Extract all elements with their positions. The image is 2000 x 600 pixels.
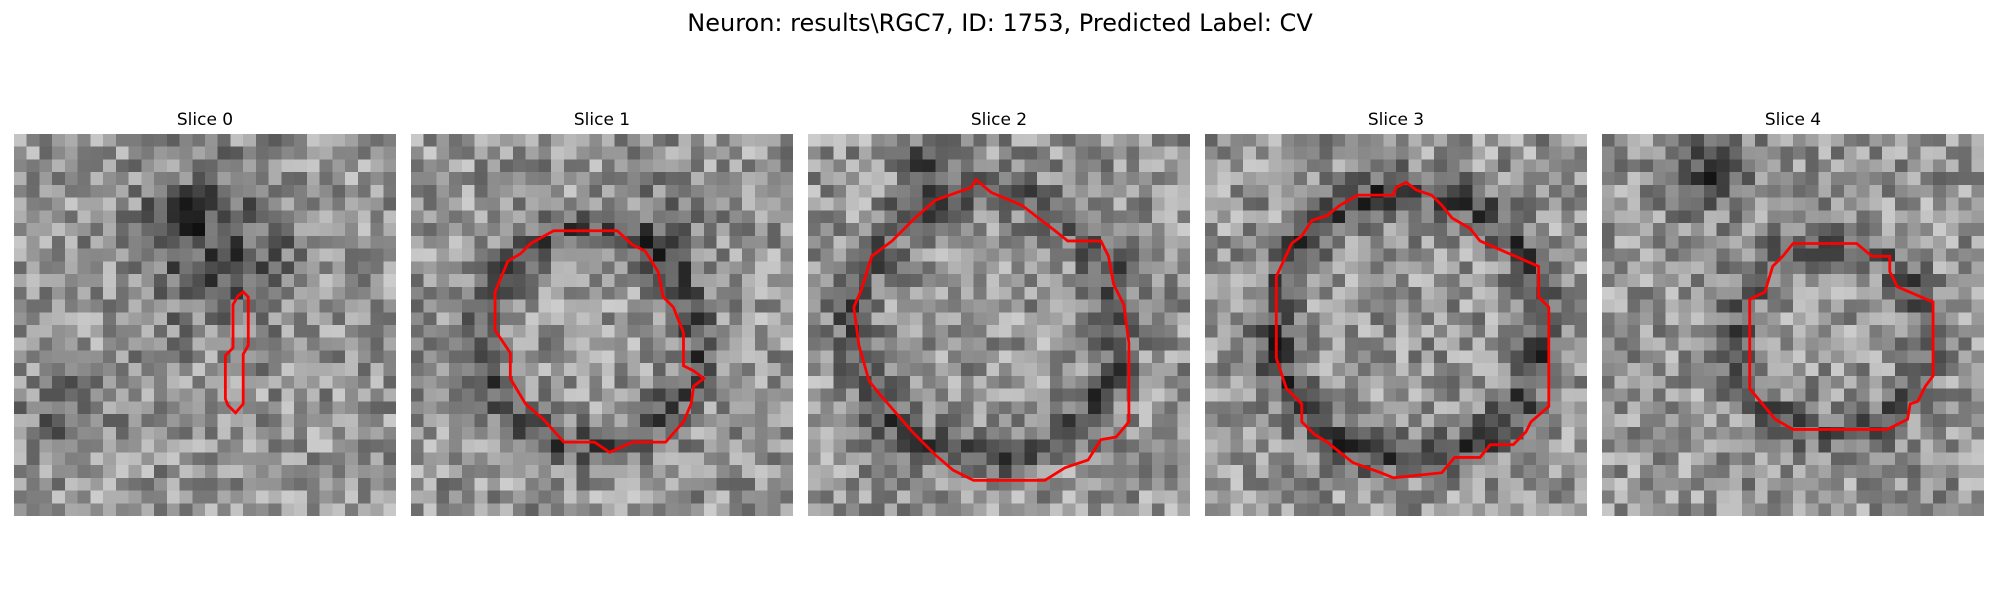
slice-pixels: [411, 134, 793, 516]
segmentation-contour: [1750, 244, 1933, 430]
slice-pixels: [1205, 134, 1587, 516]
segmentation-contour: [495, 231, 704, 453]
slice-title: Slice 1: [573, 110, 631, 130]
segmentation-contour: [1276, 182, 1548, 477]
slice-image: [1602, 134, 1984, 516]
slice-panel-2: Slice 2: [808, 110, 1190, 516]
slice-image: [411, 134, 793, 516]
slice-panel-4: Slice 4: [1602, 110, 1984, 516]
slice-pixels: [1602, 134, 1984, 516]
slice-pixels: [808, 134, 1190, 516]
figure-title: Neuron: results\RGC7, ID: 1753, Predicte…: [687, 9, 1313, 37]
slice-image: [808, 134, 1190, 516]
slice-title: Slice 4: [1764, 110, 1822, 130]
slice-title: Slice 0: [176, 110, 234, 130]
slice-panel-0: Slice 0: [14, 110, 396, 516]
slice-image: [1205, 134, 1587, 516]
segmentation-contour: [225, 292, 248, 413]
slice-panel-1: Slice 1: [411, 110, 793, 516]
segmentation-contour: [854, 180, 1129, 481]
slice-panel-3: Slice 3: [1205, 110, 1587, 516]
slice-title: Slice 3: [1367, 110, 1425, 130]
slice-image: [14, 134, 396, 516]
slice-title: Slice 2: [970, 110, 1028, 130]
slice-pixels: [14, 134, 396, 516]
